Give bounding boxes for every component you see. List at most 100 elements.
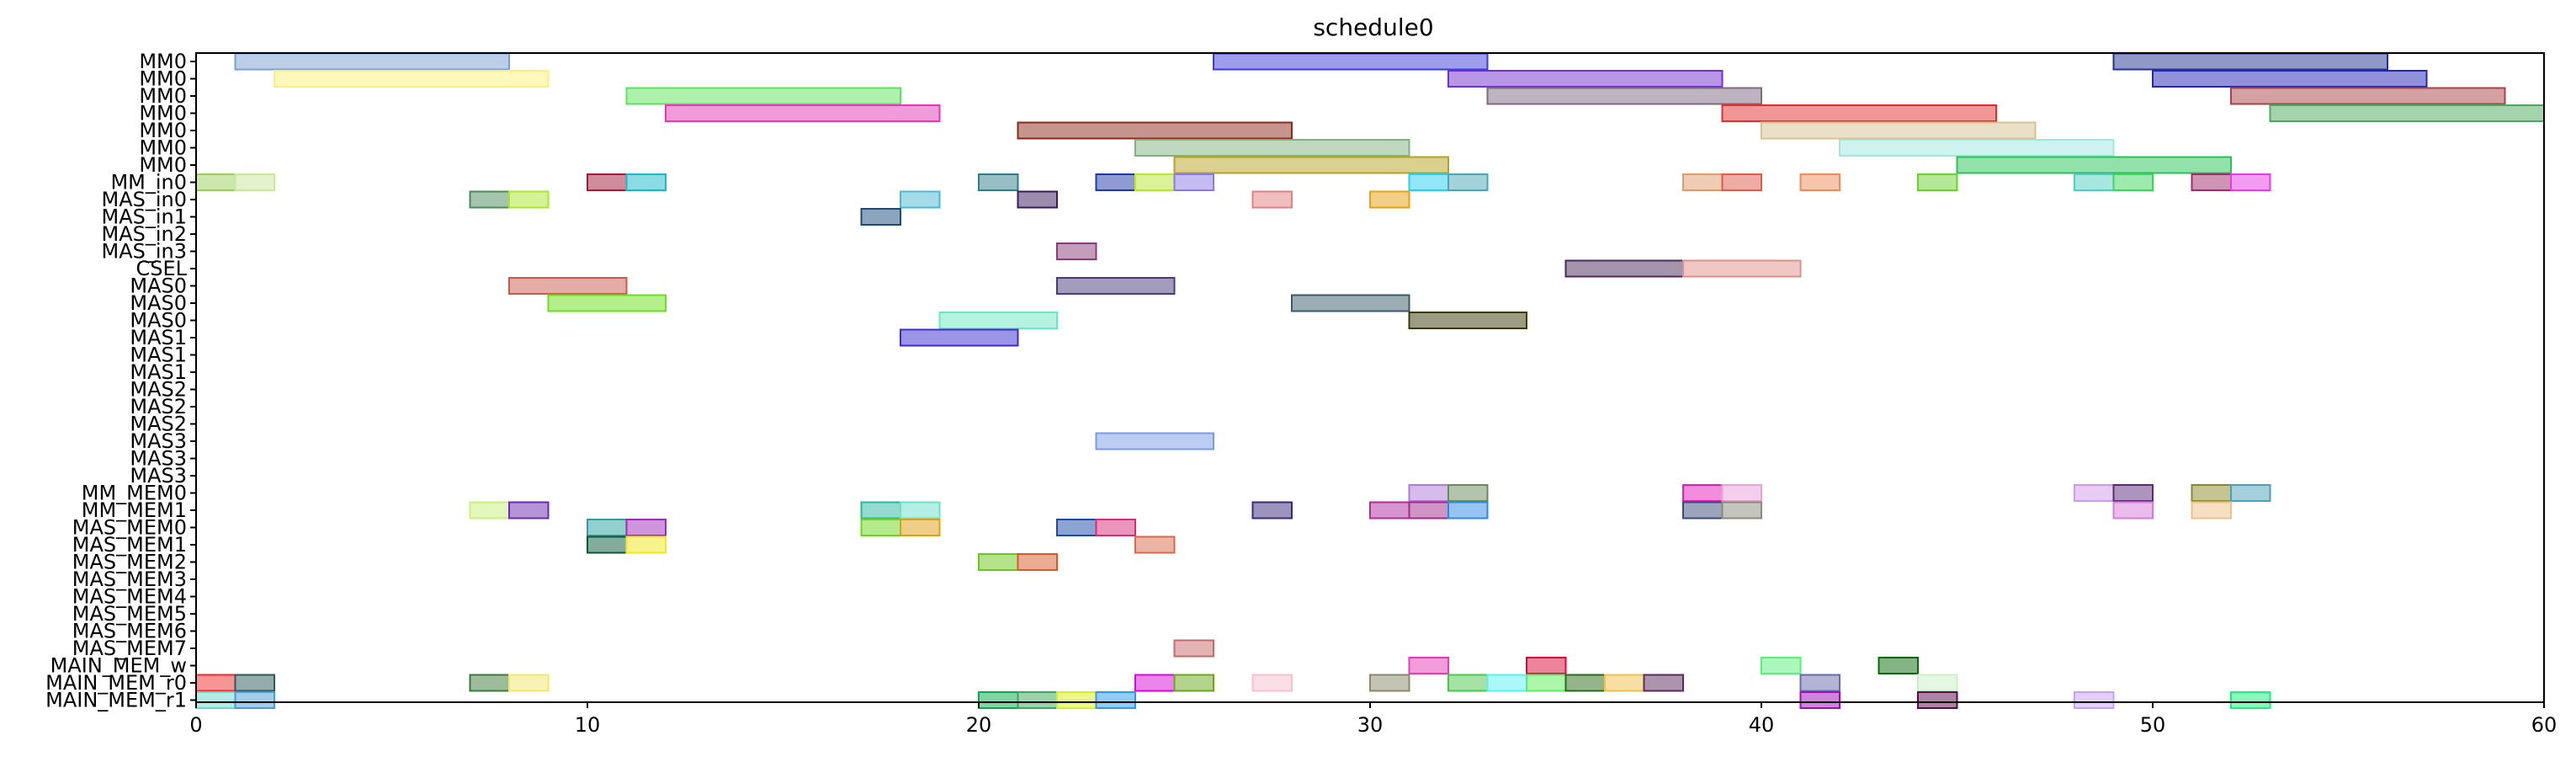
task-bar xyxy=(195,691,236,709)
task-bar xyxy=(625,87,901,105)
task-bar xyxy=(587,173,628,191)
task-bar xyxy=(2230,173,2271,191)
task-bar xyxy=(625,173,667,191)
x-tick-label: 0 xyxy=(189,713,202,737)
chart-title: schedule0 xyxy=(1313,13,1433,41)
task-bar xyxy=(1447,674,1489,692)
task-bar xyxy=(1056,691,1097,709)
task-bar xyxy=(195,674,236,692)
task-bar xyxy=(1251,501,1293,520)
task-bar xyxy=(2191,501,2232,520)
task-bar xyxy=(1056,519,1097,536)
y-tick-label: MM0 xyxy=(139,119,187,142)
y-tick-label: MAS_MEM6 xyxy=(72,620,187,643)
y-tick-label: MAS_MEM3 xyxy=(72,568,187,591)
task-bar xyxy=(1839,139,2115,157)
task-bar xyxy=(1056,277,1176,295)
y-tick-label: MAS3 xyxy=(130,447,187,471)
task-bar xyxy=(1173,156,1449,174)
y-tick-label: MAS_MEM7 xyxy=(72,637,187,660)
y-tick-label: MAS_in0 xyxy=(101,188,187,211)
task-bar xyxy=(508,501,550,520)
task-bar xyxy=(2191,484,2232,502)
y-tick-label: MAS_MEM5 xyxy=(72,602,187,626)
y-tick-label: MM_MEM0 xyxy=(82,482,187,505)
x-tick-label: 10 xyxy=(575,713,601,737)
plot-frame xyxy=(195,52,2545,703)
task-bar xyxy=(1447,501,1489,520)
task-bar xyxy=(587,536,628,554)
task-bar xyxy=(860,501,901,520)
y-tick-label: MAS_MEM2 xyxy=(72,551,187,574)
task-bar xyxy=(234,691,275,709)
x-tick-label: 50 xyxy=(2140,713,2166,737)
task-bar xyxy=(1721,173,1762,191)
y-tick-label: MM_in0 xyxy=(110,171,187,194)
task-bar xyxy=(978,691,1019,709)
task-bar xyxy=(1017,190,1058,209)
task-bar xyxy=(900,190,941,209)
y-tick-label: MM0 xyxy=(139,102,187,125)
task-bar xyxy=(2074,484,2115,502)
task-bar xyxy=(1017,553,1058,571)
y-tick-label: MM0 xyxy=(139,153,187,177)
task-bar xyxy=(1643,674,1684,692)
task-bar xyxy=(1173,173,1214,191)
y-tick-label: MAS_in3 xyxy=(101,240,187,264)
task-bar xyxy=(2112,484,2154,502)
x-tick-label: 20 xyxy=(966,713,992,737)
task-bar xyxy=(1486,674,1527,692)
x-tick-label: 60 xyxy=(2531,713,2557,737)
task-bar xyxy=(2152,70,2428,88)
task-bar xyxy=(1761,657,1802,674)
task-bar xyxy=(1134,536,1176,554)
task-bar xyxy=(469,190,510,209)
y-tick-label: MAS0 xyxy=(130,309,187,333)
task-bar xyxy=(587,519,628,536)
task-bar xyxy=(1682,484,1724,502)
task-bar xyxy=(1799,173,1840,191)
task-bar xyxy=(900,328,1019,347)
y-tick-label: MAS0 xyxy=(130,291,187,315)
task-bar xyxy=(234,173,275,191)
y-tick-label: MAS1 xyxy=(130,344,187,367)
task-bar xyxy=(2230,87,2506,105)
task-bar xyxy=(1682,259,1802,278)
task-bar xyxy=(1721,484,1762,502)
task-bar xyxy=(1408,173,1449,191)
task-bar xyxy=(1761,121,2037,140)
task-bar xyxy=(1604,674,1645,692)
task-bar xyxy=(2230,691,2271,709)
task-bar xyxy=(1408,484,1449,502)
y-tick-label: MM0 xyxy=(139,67,187,91)
task-bar xyxy=(1721,104,1997,122)
task-bar xyxy=(1447,70,1724,88)
task-bar xyxy=(1173,674,1214,692)
task-bar xyxy=(195,173,236,191)
y-tick-label: MAS2 xyxy=(130,395,187,418)
task-bar xyxy=(1095,173,1136,191)
task-bar xyxy=(1526,674,1567,692)
task-bar xyxy=(2074,691,2115,709)
y-tick-label: MAS_MEM0 xyxy=(72,516,187,540)
task-bar xyxy=(1369,674,1410,692)
task-bar xyxy=(1799,674,1840,692)
task-bar xyxy=(900,519,941,536)
task-bar xyxy=(1956,156,2232,174)
task-bar xyxy=(1291,294,1410,312)
task-bar xyxy=(274,70,550,88)
task-bar xyxy=(1095,519,1136,536)
task-bar xyxy=(2191,173,2232,191)
y-tick-label: MAS_MEM4 xyxy=(72,585,187,609)
task-bar xyxy=(1564,674,1606,692)
task-bar xyxy=(625,519,667,536)
task-bar xyxy=(1251,190,1293,209)
task-bar xyxy=(1917,674,1958,692)
task-bar xyxy=(1917,691,1958,709)
task-bar xyxy=(1369,190,1410,209)
y-tick-label: CSEL xyxy=(135,257,187,280)
y-tick-label: MAIN_MEM_r1 xyxy=(45,689,187,712)
task-bar xyxy=(1213,52,1489,71)
task-bar xyxy=(508,277,628,295)
